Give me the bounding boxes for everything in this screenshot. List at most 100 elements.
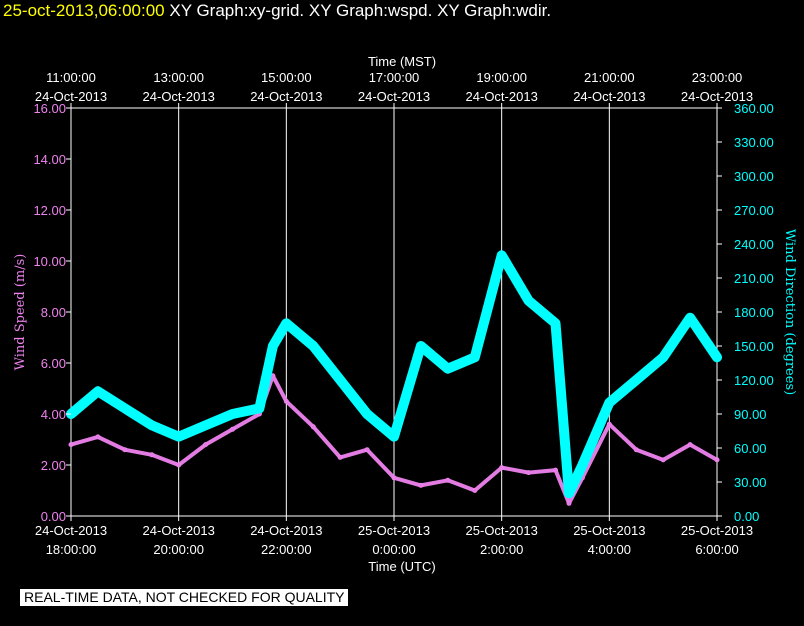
right-axis-tick-label: 210.00: [734, 271, 774, 286]
right-axis-tick-label: 150.00: [734, 339, 774, 354]
chart-header: 25-oct-2013,06:00:00 XY Graph:xy-grid. X…: [3, 1, 551, 21]
bottom-axis-tick-date: 25-Oct-2013: [466, 523, 538, 538]
header-timestamp: 25-oct-2013,06:00:00: [3, 1, 165, 20]
wind-direction-point: [229, 410, 236, 418]
bottom-axis-title: Time (UTC): [368, 559, 435, 574]
left-axis-tick-label: 10.00: [33, 254, 66, 269]
wind-speed-point: [68, 442, 74, 448]
top-axis-tick-date: 24-Oct-2013: [35, 89, 107, 104]
right-axis-tick-label: 0.00: [734, 509, 759, 524]
left-axis-tick-label: 16.00: [33, 101, 66, 116]
wind-speed-point: [499, 465, 505, 471]
right-axis-tick-label: 240.00: [734, 237, 774, 252]
wind-speed-series-line: [69, 373, 719, 506]
wind-direction-point: [565, 489, 573, 497]
wind-direction-point: [148, 421, 156, 429]
wind-speed-point: [660, 457, 666, 463]
wind-speed-point: [149, 452, 155, 458]
wind-direction-point: [605, 399, 613, 407]
wind-direction-point: [444, 365, 452, 373]
wind-direction-point: [552, 319, 559, 327]
wind-direction-point: [525, 297, 533, 305]
left-axis-tick-label: 8.00: [41, 305, 66, 320]
right-axis-tick-label: 90.00: [734, 407, 767, 422]
wind-direction-point: [471, 353, 479, 361]
top-axis-tick-time: 19:00:00: [476, 70, 527, 85]
right-axis-tick-label: 300.00: [734, 169, 774, 184]
left-axis-tick-label: 12.00: [33, 203, 66, 218]
right-axis-tick-label: 270.00: [734, 203, 774, 218]
bottom-axis-tick-time: 20:00:00: [153, 542, 204, 557]
left-axis-title: Wind Speed (m/s): [13, 254, 28, 371]
wind-speed-point: [95, 434, 101, 440]
left-axis-tick-label: 2.00: [41, 458, 66, 473]
left-axis-tick-label: 6.00: [41, 356, 66, 371]
bottom-axis-tick-time: 22:00:00: [261, 542, 312, 557]
wind-direction-point: [632, 376, 640, 384]
wind-speed-point: [283, 398, 289, 404]
bottom-axis-tick-date: 24-Oct-2013: [143, 523, 215, 538]
bottom-axis-tick-time: 18:00:00: [46, 542, 97, 557]
wind-speed-point: [687, 442, 693, 448]
bottom-axis-tick-date: 24-Oct-2013: [35, 523, 107, 538]
top-axis-title: Time (MST): [368, 54, 436, 69]
wind-speed-point: [203, 442, 209, 448]
bottom-axis-tick-date: 24-Oct-2013: [250, 523, 322, 538]
header-graph-list: XY Graph:xy-grid. XY Graph:wspd. XY Grap…: [169, 1, 552, 20]
wind-direction-point: [417, 342, 425, 350]
wind-speed-point: [566, 500, 572, 506]
wind-speed-point: [364, 447, 370, 453]
wind-speed-point: [176, 462, 182, 468]
bottom-axis-tick-date: 25-Oct-2013: [573, 523, 645, 538]
wind-speed-point: [391, 475, 397, 481]
left-axis-tick-label: 4.00: [41, 407, 66, 422]
wind-speed-point: [526, 470, 532, 476]
top-axis-tick-time: 23:00:00: [692, 70, 743, 85]
wind-speed-point: [337, 454, 343, 460]
top-axis-tick-time: 15:00:00: [261, 70, 312, 85]
left-axis-tick-label: 14.00: [33, 152, 66, 167]
wind-direction-point: [498, 251, 506, 259]
wind-speed-point: [633, 447, 639, 453]
wind-direction-point: [686, 314, 694, 322]
left-axis-tick-label: 0.00: [41, 509, 66, 524]
wind-speed-point: [472, 488, 478, 493]
wind-direction-point: [202, 421, 210, 429]
wind-speed-point: [714, 457, 720, 463]
wind-speed-point: [122, 447, 128, 453]
top-axis-tick-date: 24-Oct-2013: [681, 89, 753, 104]
right-axis-tick-label: 330.00: [734, 135, 774, 150]
wind-direction-point: [282, 319, 290, 327]
wind-direction-point: [578, 461, 586, 469]
wind-direction-point: [94, 387, 102, 395]
wind-direction-point: [121, 404, 129, 412]
bottom-axis-tick-time: 0:00:00: [372, 542, 415, 557]
top-axis-tick-date: 24-Oct-2013: [143, 89, 215, 104]
bottom-axis-tick-time: 2:00:00: [480, 542, 523, 557]
wind-direction-point: [175, 433, 183, 441]
wind-speed-point: [230, 426, 235, 432]
right-axis-title: Wind Direction (degrees): [782, 229, 797, 395]
top-axis-tick-time: 11:00:00: [46, 70, 96, 85]
bottom-axis-tick-time: 4:00:00: [588, 542, 631, 557]
top-axis-tick-time: 17:00:00: [369, 70, 420, 85]
right-axis-tick-label: 120.00: [734, 373, 774, 388]
wind-direction-point: [390, 433, 398, 441]
wind-direction-point: [363, 410, 371, 418]
top-axis-tick-date: 24-Oct-2013: [466, 89, 538, 104]
right-axis-tick-label: 180.00: [734, 305, 774, 320]
wind-direction-point: [255, 404, 263, 412]
top-axis-tick-time: 13:00:00: [153, 70, 204, 85]
bottom-axis-tick-date: 25-Oct-2013: [358, 523, 430, 538]
wind-speed-point: [606, 421, 612, 427]
wind-direction-point: [336, 376, 344, 384]
top-axis-tick-time: 21:00:00: [584, 70, 635, 85]
wind-direction-point: [713, 353, 721, 361]
wind-speed-point: [553, 467, 558, 473]
wind-direction-point: [659, 353, 667, 361]
quality-notice: REAL-TIME DATA, NOT CHECKED FOR QUALITY: [20, 589, 349, 606]
wind-direction-point: [269, 342, 277, 350]
wind-speed-point: [310, 424, 316, 430]
wind-direction-point: [309, 342, 317, 350]
